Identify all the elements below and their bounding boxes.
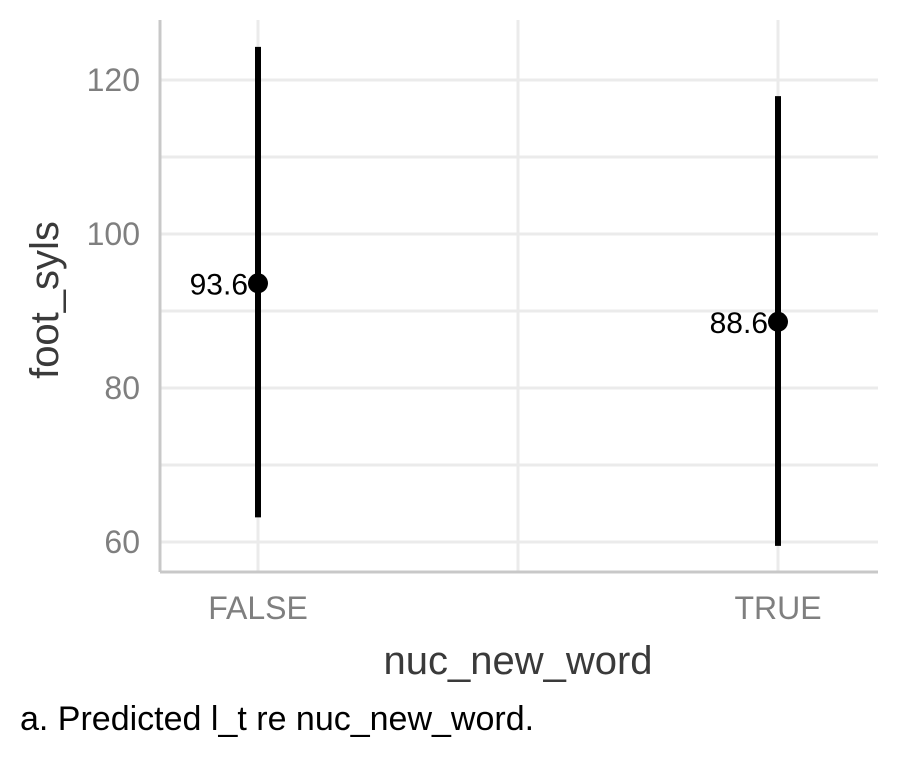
point-estimate xyxy=(768,311,788,332)
axes xyxy=(158,20,878,574)
y-tick-label: 60 xyxy=(104,524,140,560)
y-axis-title: foot_syls xyxy=(23,221,67,379)
x-tick-label: TRUE xyxy=(734,590,821,626)
data-label: 88.6 xyxy=(710,307,768,340)
data-marks: 93.6 88.6 xyxy=(190,46,788,546)
x-axis-title: nuc_new_word xyxy=(383,639,652,683)
grid-lines xyxy=(160,20,878,572)
y-tick-label: 120 xyxy=(87,62,140,98)
y-tick-label: 100 xyxy=(87,216,140,252)
figure-caption: a. Predicted l_t re nuc_new_word. xyxy=(20,700,535,738)
x-tick-label: FALSE xyxy=(208,590,308,626)
point-estimate xyxy=(248,273,268,294)
y-tick-label: 80 xyxy=(104,370,140,406)
data-label: 93.6 xyxy=(190,268,248,301)
chart: 60 80 100 120 FALSE TRUE 93.6 88.6 nuc_new_wor… xyxy=(23,20,878,683)
tick-labels: 60 80 100 120 FALSE TRUE xyxy=(87,62,822,626)
